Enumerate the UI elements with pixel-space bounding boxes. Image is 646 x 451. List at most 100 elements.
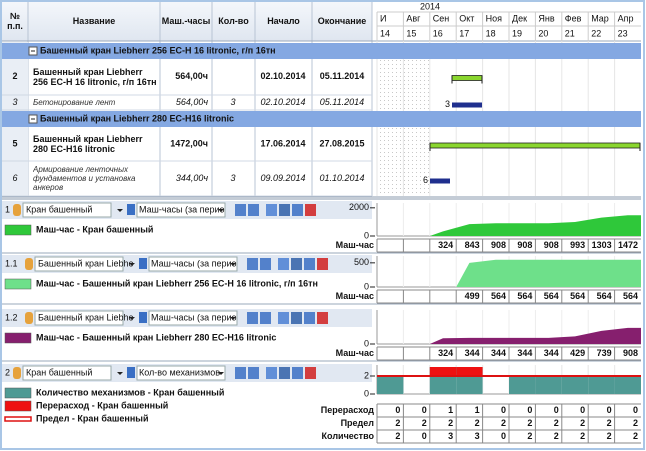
toolbar-button[interactable] xyxy=(317,258,328,270)
toolbar-button[interactable] xyxy=(248,367,259,379)
row-number: 5 xyxy=(12,138,17,148)
week-label: 23 xyxy=(618,28,628,38)
resource-value[interactable]: Кран башенный xyxy=(26,204,92,214)
legend-label: Маш-час - Башенный кран Liebherr 256 EC-… xyxy=(36,278,318,288)
row-count: 3 xyxy=(230,97,235,107)
month-label: Окт xyxy=(459,13,474,23)
toolbar-button[interactable] xyxy=(291,258,302,270)
dropdown-arrow xyxy=(129,317,135,320)
row-hours: 344,00ч xyxy=(176,173,209,183)
count-bar xyxy=(614,376,641,394)
value-cell: 429 xyxy=(570,348,585,358)
legend-label: Маш-час - Кран башенный xyxy=(36,224,153,234)
legend-label: Количество механизмов - Кран башенный xyxy=(36,387,224,397)
resource-value[interactable]: Кран башенный xyxy=(26,367,92,377)
toolbar-button[interactable] xyxy=(305,204,316,216)
toolbar-button[interactable] xyxy=(235,367,246,379)
legend-label: Маш-час - Башенный кран Liebherr 280 EC-… xyxy=(36,332,276,342)
toolbar-button[interactable] xyxy=(278,258,289,270)
toolbar-button[interactable] xyxy=(260,258,271,270)
metric-value: Маш-часы (за перио xyxy=(139,204,225,214)
week-label: 15 xyxy=(406,28,416,38)
column-header: Начало xyxy=(267,15,300,26)
column-header: Название xyxy=(72,15,116,26)
toolbar-button[interactable] xyxy=(317,312,328,324)
value-cell: 564 xyxy=(623,291,638,301)
column-header: Начало xyxy=(267,15,300,26)
value-cell: 2 xyxy=(448,418,453,428)
value-cell: 0 xyxy=(422,405,427,415)
toolbar-button[interactable] xyxy=(291,312,302,324)
value-cell: 2 xyxy=(607,431,612,441)
toolbar-button[interactable] xyxy=(235,204,246,216)
value-cell: 0 xyxy=(422,431,427,441)
row-start: 17.06.2014 xyxy=(260,138,305,148)
toolbar-button[interactable] xyxy=(266,204,277,216)
toolbar-button[interactable] xyxy=(305,367,316,379)
column-header: Окончание xyxy=(318,16,367,26)
value-cell: 344 xyxy=(544,348,559,358)
resource-value[interactable]: Башенный кран Liebhe xyxy=(38,258,134,268)
row-label: Перерасход xyxy=(321,405,375,415)
resource-value[interactable]: Башенный кран Liebhe xyxy=(38,312,134,322)
resource-icon xyxy=(13,204,21,216)
group-title: Башенный кран Liebherr 280 EC-H16 litron… xyxy=(40,113,234,123)
value-cell: 993 xyxy=(570,240,585,250)
week-label: 20 xyxy=(538,28,548,38)
toolbar-button[interactable] xyxy=(266,367,277,379)
value-cell: 344 xyxy=(491,348,506,358)
dropdown-arrow xyxy=(117,209,123,212)
month-label: Мар xyxy=(591,13,609,23)
row-end: 05.11.2014 xyxy=(320,71,365,81)
row-start: 02.10.2014 xyxy=(260,97,305,107)
column-header: Кол-во xyxy=(218,16,248,26)
legend-swatch xyxy=(4,332,32,344)
week-label: 16 xyxy=(433,28,443,38)
row-name: Башенный кран Liebherr 280 EC-H16 litron… xyxy=(33,134,143,154)
row-end: 27.08.2015 xyxy=(319,138,364,148)
month-label: Ноя xyxy=(486,13,503,23)
value-cell: 908 xyxy=(491,240,506,250)
dropdown-arrow xyxy=(129,263,135,266)
row-start: 09.09.2014 xyxy=(260,173,305,183)
y-tick-label: 0 xyxy=(364,281,369,291)
value-cell: 3 xyxy=(475,431,480,441)
toolbar-button[interactable] xyxy=(248,204,259,216)
value-cell: 344 xyxy=(517,348,532,358)
toolbar-button[interactable] xyxy=(260,312,271,324)
metric-dropdown xyxy=(148,310,238,326)
area xyxy=(429,327,641,344)
value-cell: 908 xyxy=(544,240,559,250)
row-hours: 564,00ч xyxy=(175,71,208,81)
toolbar-button[interactable] xyxy=(279,204,290,216)
legend-label: Предел - Кран башенный xyxy=(36,413,149,423)
toolbar-button[interactable] xyxy=(247,312,258,324)
column-header: Название xyxy=(72,15,116,26)
toolbar-button[interactable] xyxy=(292,367,303,379)
metric-value: Маш-часы (за перио xyxy=(151,258,237,268)
toolbar-button[interactable] xyxy=(279,367,290,379)
row-label: Маш-час xyxy=(336,291,374,301)
row-label: Количество xyxy=(322,431,375,441)
week-label: 14 xyxy=(380,28,390,38)
row-name: Бетонирование лент xyxy=(33,98,116,108)
row-hours: 1472,00ч xyxy=(170,138,208,148)
toolbar-button[interactable] xyxy=(304,312,315,324)
value-cell: 564 xyxy=(597,291,612,301)
row-number: 2 xyxy=(12,71,17,81)
month-label: Сен xyxy=(433,13,450,23)
toolbar-button[interactable] xyxy=(292,204,303,216)
row-end: 01.10.2014 xyxy=(319,173,364,183)
toolbar-button[interactable] xyxy=(278,312,289,324)
column-header: № п.п. xyxy=(7,10,23,31)
metric-dropdown xyxy=(136,365,226,381)
value-cell: 1303 xyxy=(592,240,612,250)
value-cell: 0 xyxy=(501,431,506,441)
month-label: Апр xyxy=(618,13,634,23)
month-label: Дек xyxy=(512,13,527,23)
toolbar-button[interactable] xyxy=(247,258,258,270)
value-cell: 2 xyxy=(501,418,506,428)
row-label: Предел xyxy=(341,418,375,428)
toolbar-button[interactable] xyxy=(304,258,315,270)
